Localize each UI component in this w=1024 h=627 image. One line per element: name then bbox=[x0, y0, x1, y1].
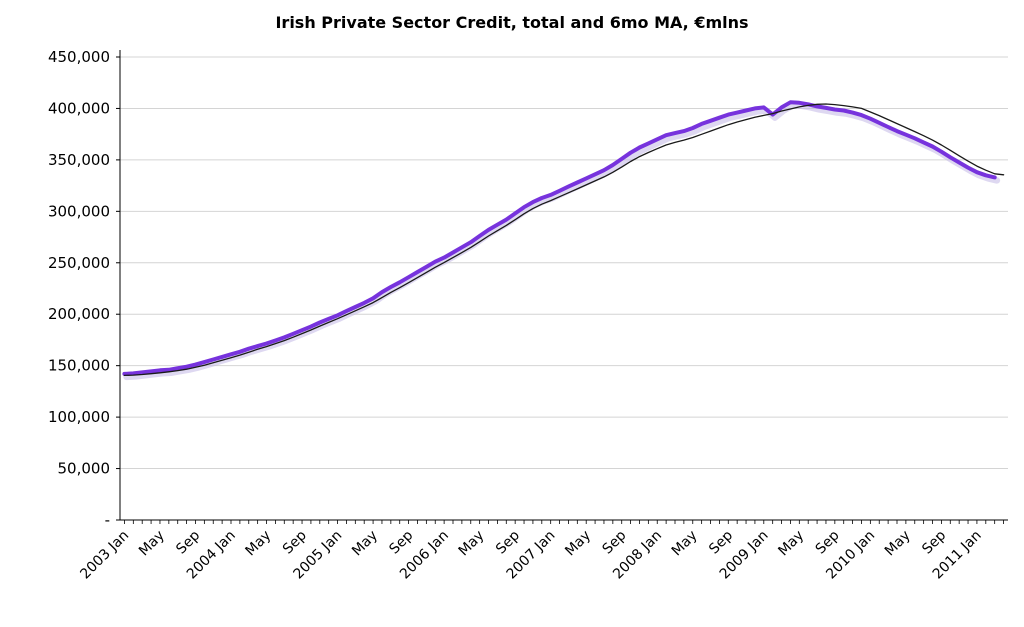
y-tick-labels: 450,000 400,000 350,000 300,000 250,000 200,0… bbox=[48, 48, 120, 529]
axes bbox=[119, 50, 1008, 521]
y-tick-label: 150,000 bbox=[48, 357, 110, 375]
y-tick-label: 300,000 bbox=[48, 202, 110, 220]
y-tick-label: 400,000 bbox=[48, 99, 110, 117]
y-tick-label: 450,000 bbox=[48, 48, 110, 66]
x-tick-label: May bbox=[562, 528, 594, 560]
gridlines bbox=[120, 56, 1008, 470]
x-tick-label: May bbox=[456, 528, 488, 560]
x-tick-label: Sep bbox=[386, 527, 416, 557]
y-tick-label: 200,000 bbox=[48, 305, 110, 323]
x-tick-label: Sep bbox=[919, 527, 949, 557]
x-tick-label: May bbox=[882, 528, 914, 560]
y-tick-label: 350,000 bbox=[48, 151, 110, 169]
x-tick-label: 2003 Jan bbox=[77, 528, 132, 583]
x-tick-label: Sep bbox=[706, 527, 736, 557]
x-ticks bbox=[124, 520, 1004, 524]
y-tick-label: 250,000 bbox=[48, 254, 110, 272]
x-tick-label: May bbox=[243, 528, 275, 560]
x-tick-label: May bbox=[775, 528, 807, 560]
x-tick-label: May bbox=[136, 528, 168, 560]
series-total-line bbox=[122, 100, 997, 376]
y-tick-label: - bbox=[105, 511, 110, 529]
x-tick-label: May bbox=[669, 528, 701, 560]
x-tick-label: Sep bbox=[493, 527, 523, 557]
y-tick-label: 50,000 bbox=[58, 460, 111, 478]
chart-title: Irish Private Sector Credit, total and 6… bbox=[275, 13, 749, 32]
series-total-shadow bbox=[123, 102, 1001, 381]
x-tick-label: Sep bbox=[813, 527, 843, 557]
y-tick-label: 100,000 bbox=[48, 408, 110, 426]
series-ma-line bbox=[123, 103, 1005, 377]
x-tick-label: Sep bbox=[173, 527, 203, 557]
x-tick-label: Sep bbox=[280, 527, 310, 557]
x-tick-label: Sep bbox=[600, 527, 630, 557]
x-tick-label: May bbox=[349, 528, 381, 560]
